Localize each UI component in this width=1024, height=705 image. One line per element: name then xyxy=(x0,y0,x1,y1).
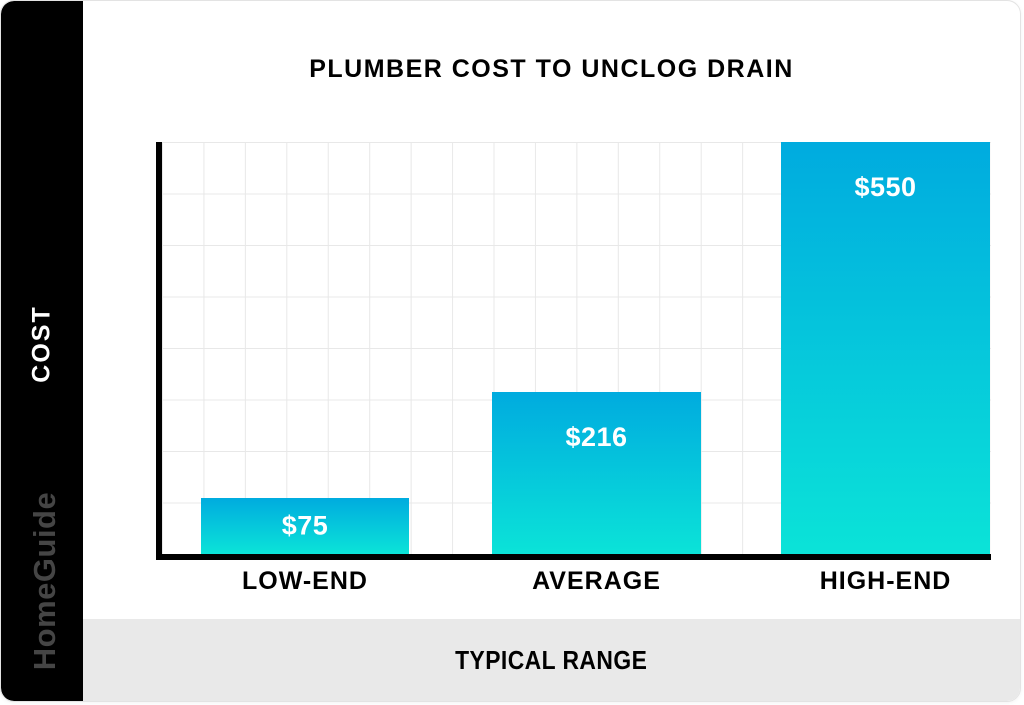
x-tick-label-high-end: HIGH-END xyxy=(819,567,952,595)
homeguide-watermark: HomeGuide xyxy=(27,491,62,671)
y-axis-title: COST xyxy=(27,305,56,383)
left-sidebar: COST HomeGuide xyxy=(1,1,83,701)
x-tick-label-average: AVERAGE xyxy=(532,567,661,595)
bar-average: $216 xyxy=(492,392,701,554)
bar-low-end: $75 xyxy=(201,498,409,554)
bar-high-end: $550 xyxy=(781,142,990,554)
chart-title: PLUMBER COST TO UNCLOG DRAIN xyxy=(309,55,794,83)
bar-value-label-low-end: $75 xyxy=(281,510,329,541)
bar-value-label-high-end: $550 xyxy=(854,172,917,202)
plot-area: $75 $216 $550 xyxy=(156,142,991,560)
x-axis-title: TYPICAL RANGE xyxy=(455,644,648,675)
x-tick-label-low-end: LOW-END xyxy=(242,567,368,595)
bar-value-label-average: $216 xyxy=(565,422,628,452)
x-axis-title-band: TYPICAL RANGE xyxy=(83,619,1020,701)
